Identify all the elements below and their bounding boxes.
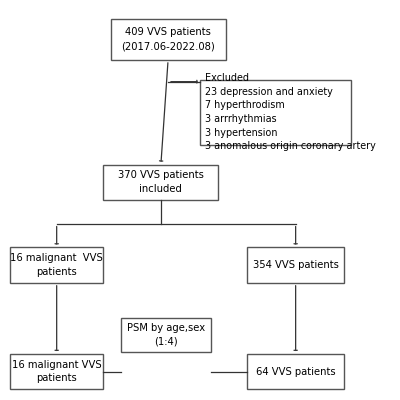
FancyBboxPatch shape xyxy=(110,18,226,60)
FancyBboxPatch shape xyxy=(247,247,344,283)
Text: 16 malignant  VVS
patients: 16 malignant VVS patients xyxy=(10,253,103,277)
FancyBboxPatch shape xyxy=(10,247,103,283)
Text: 64 VVS patients: 64 VVS patients xyxy=(256,366,336,376)
FancyBboxPatch shape xyxy=(247,354,344,389)
Text: Excluded
23 depression and anxiety
7 hyperthrodism
3 arrrhythmias
3 hypertension: Excluded 23 depression and anxiety 7 hyp… xyxy=(205,73,376,151)
FancyBboxPatch shape xyxy=(200,80,351,145)
FancyBboxPatch shape xyxy=(10,354,103,389)
Text: 354 VVS patients: 354 VVS patients xyxy=(253,260,338,270)
Text: PSM by age,sex
(1:4): PSM by age,sex (1:4) xyxy=(127,323,205,347)
FancyBboxPatch shape xyxy=(121,318,211,352)
Text: 16 malignant VVS
patients: 16 malignant VVS patients xyxy=(12,360,102,383)
Text: 370 VVS patients
included: 370 VVS patients included xyxy=(118,170,204,194)
FancyBboxPatch shape xyxy=(103,164,218,200)
Text: 409 VVS patients
(2017.06-2022.08): 409 VVS patients (2017.06-2022.08) xyxy=(121,28,215,51)
